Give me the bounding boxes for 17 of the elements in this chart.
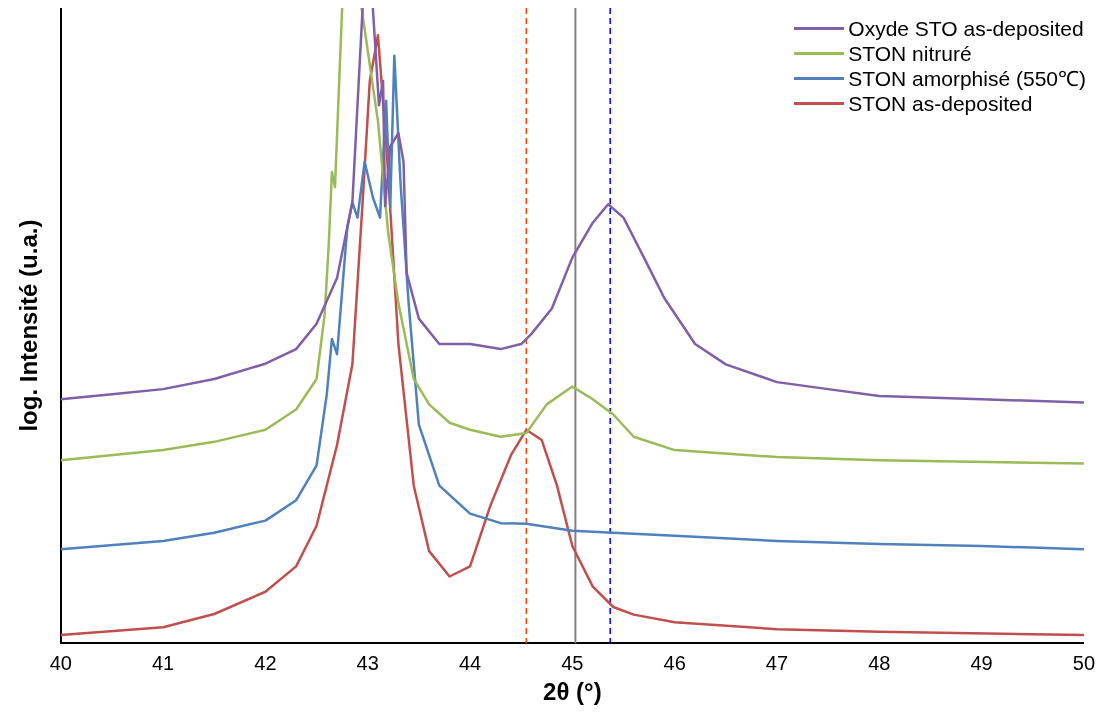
x-tick-label: 43	[356, 651, 379, 674]
legend-label: STON as-deposited	[848, 91, 1033, 116]
x-tick-label: 41	[151, 651, 175, 674]
x-tick-label: 42	[254, 651, 277, 674]
x-tick-label: 47	[765, 651, 789, 674]
x-tick-label: 45	[561, 651, 584, 674]
y-axis-title: log. Intensité (u.a.)	[15, 219, 43, 432]
x-tick-label: 48	[868, 651, 891, 674]
x-axis-title: 2θ (°)	[543, 678, 602, 706]
legend-label: Oxyde STO as-deposited	[848, 16, 1084, 41]
x-tick-label: 40	[49, 651, 72, 674]
x-tick-label: 44	[458, 651, 482, 674]
x-tick-label: 46	[663, 651, 686, 674]
x-tick-label: 49	[970, 651, 993, 674]
legend-label: STON amorphisé (550℃)	[848, 66, 1086, 91]
x-tick-label: 50	[1072, 651, 1095, 674]
legend-label: STON nitruré	[848, 41, 972, 66]
